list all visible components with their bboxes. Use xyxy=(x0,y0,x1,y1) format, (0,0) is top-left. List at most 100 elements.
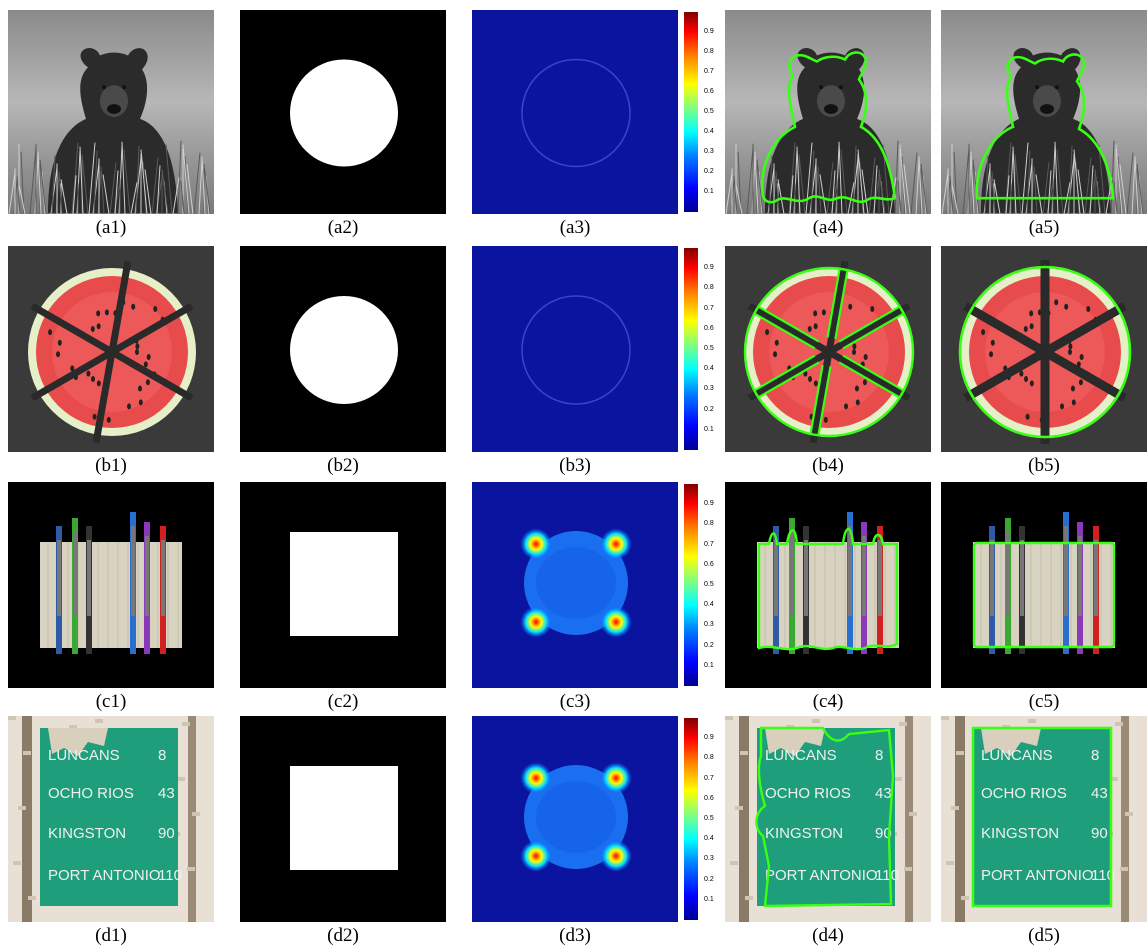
segmentation-result-b xyxy=(941,10,1147,214)
svg-text:110: 110 xyxy=(1091,867,1115,884)
colorbar: 0.9 0.8 0.7 0.6 0.5 0.4 0.3 0.2 0.1 xyxy=(684,718,714,920)
colorbar-gradient xyxy=(684,484,698,686)
panel-caption: (c5) xyxy=(1028,691,1060,712)
svg-text:8: 8 xyxy=(158,747,166,764)
colorbar-tick-label: 0.9 xyxy=(704,28,714,35)
segmentation-result-b xyxy=(941,246,1147,452)
colorbar-tick-label: 0.6 xyxy=(704,794,714,802)
colorbar-tick-label: 0.7 xyxy=(704,540,714,548)
svg-text:90: 90 xyxy=(158,825,175,842)
svg-text:43: 43 xyxy=(158,785,175,802)
colorbar: 0.9 0.8 0.7 0.6 0.5 0.4 0.3 0.2 0.1 xyxy=(684,484,714,686)
colorbar-tick-label: 0.5 xyxy=(704,108,714,115)
panel-caption: (d4) xyxy=(812,925,844,946)
segmentation-result-a xyxy=(725,246,931,452)
colorbar-tick-label: 0.1 xyxy=(704,661,714,669)
initial-mask-circle xyxy=(240,246,446,452)
colorbar-tick-label: 0.2 xyxy=(704,641,714,649)
colorbar-tick-label: 0.3 xyxy=(704,148,714,155)
colorbar-tick-label: 0.6 xyxy=(704,88,714,95)
colorbar-tick-label: 0.7 xyxy=(704,774,714,782)
panel-caption: (a1) xyxy=(95,217,127,238)
colorbar-tick-label: 0.3 xyxy=(704,855,714,863)
colorbar-tick-label: 0.3 xyxy=(704,385,714,393)
colorbar-gradient xyxy=(684,248,698,450)
svg-text:KINGSTON: KINGSTON xyxy=(48,825,126,842)
input-image-road-sign: LUNCANS 8 OCHO RIOS 43 KINGSTON 90 PORT ANT… xyxy=(8,716,214,922)
colorbar-tick-label: 0.4 xyxy=(704,601,714,609)
colorbar-tick-label: 0.3 xyxy=(704,621,714,629)
svg-text:OCHO RIOS: OCHO RIOS xyxy=(48,785,134,802)
colorbar-tick-label: 0.4 xyxy=(704,128,714,135)
svg-text:8: 8 xyxy=(875,747,883,764)
colorbar-tick-label: 0.6 xyxy=(704,560,714,568)
svg-text:90: 90 xyxy=(1091,825,1108,842)
svg-text:110: 110 xyxy=(158,867,182,884)
color-map xyxy=(472,10,678,214)
segmentation-result-a xyxy=(725,482,931,688)
initial-mask-square xyxy=(240,716,446,922)
svg-text:PORT ANTONIO: PORT ANTONIO xyxy=(981,867,1094,884)
panel-caption: (b2) xyxy=(327,455,359,476)
svg-text:LUNCANS: LUNCANS xyxy=(48,747,120,764)
panel-caption: (d5) xyxy=(1028,925,1060,946)
color-map xyxy=(472,482,678,688)
svg-text:KINGSTON: KINGSTON xyxy=(765,825,843,842)
svg-text:LUNCANS: LUNCANS xyxy=(765,747,837,764)
colorbar: 0.9 0.8 0.7 0.6 0.5 0.4 0.3 0.2 0.1 xyxy=(684,248,714,450)
svg-text:OCHO RIOS: OCHO RIOS xyxy=(765,785,851,802)
colorbar-tick-label: 0.9 xyxy=(704,500,714,508)
initial-mask-circle xyxy=(240,10,446,214)
svg-text:43: 43 xyxy=(875,785,892,802)
colorbar-tick-label: 0.4 xyxy=(704,835,714,843)
panel-caption: (d3) xyxy=(559,925,591,946)
colorbar-gradient xyxy=(684,718,698,920)
colorbar-gradient xyxy=(684,12,698,212)
input-image-watermelon xyxy=(8,246,214,452)
panel-caption: (c3) xyxy=(559,691,591,712)
segmentation-result-a: LUNCANS 8 OCHO RIOS 43 KINGSTON 90 PORT ANT… xyxy=(725,716,931,922)
colorbar-tick-label: 0.2 xyxy=(704,405,714,413)
colorbar-tick-label: 0.2 xyxy=(704,168,714,175)
color-map xyxy=(472,716,678,922)
svg-text:KINGSTON: KINGSTON xyxy=(981,825,1059,842)
colorbar-tick-label: 0.4 xyxy=(704,365,714,373)
panel-caption: (a4) xyxy=(812,217,844,238)
svg-text:PORT ANTONIO: PORT ANTONIO xyxy=(765,867,878,884)
panel-caption: (d2) xyxy=(327,925,359,946)
input-image-pencils xyxy=(8,482,214,688)
colorbar-tick-label: 0.1 xyxy=(704,895,714,903)
panel-caption: (d1) xyxy=(95,925,127,946)
input-image-bear xyxy=(8,10,214,214)
colorbar-tick-label: 0.8 xyxy=(704,284,714,292)
colorbar-tick-label: 0.1 xyxy=(704,188,714,195)
svg-text:43: 43 xyxy=(1091,785,1108,802)
panel-caption: (c1) xyxy=(95,691,127,712)
colorbar-tick-label: 0.9 xyxy=(704,264,714,272)
colorbar-tick-label: 0.8 xyxy=(704,520,714,528)
panel-caption: (b3) xyxy=(559,455,591,476)
svg-text:LUNCANS: LUNCANS xyxy=(981,747,1053,764)
colorbar-tick-label: 0.8 xyxy=(704,754,714,762)
initial-mask-square xyxy=(240,482,446,688)
svg-text:OCHO RIOS: OCHO RIOS xyxy=(981,785,1067,802)
colorbar-tick-label: 0.1 xyxy=(704,425,714,433)
colorbar-tick-label: 0.9 xyxy=(704,734,714,742)
colorbar-tick-label: 0.7 xyxy=(704,304,714,312)
svg-text:90: 90 xyxy=(875,825,892,842)
panel-caption: (a3) xyxy=(559,217,591,238)
colorbar-tick-label: 0.2 xyxy=(704,875,714,883)
colorbar-tick-label: 0.6 xyxy=(704,324,714,332)
panel-caption: (b5) xyxy=(1028,455,1060,476)
segmentation-result-b: LUNCANS 8 OCHO RIOS 43 KINGSTON 90 PORT ANT… xyxy=(941,716,1147,922)
svg-text:110: 110 xyxy=(875,867,899,884)
panel-caption: (b1) xyxy=(95,455,127,476)
colorbar-tick-label: 0.5 xyxy=(704,815,714,822)
colorbar-tick-label: 0.5 xyxy=(704,345,714,352)
segmentation-result-a xyxy=(725,10,931,214)
panel-caption: (b4) xyxy=(812,455,844,476)
colorbar-tick-label: 0.7 xyxy=(704,68,714,75)
svg-text:8: 8 xyxy=(1091,747,1099,764)
color-map xyxy=(472,246,678,452)
panel-caption: (a5) xyxy=(1028,217,1060,238)
